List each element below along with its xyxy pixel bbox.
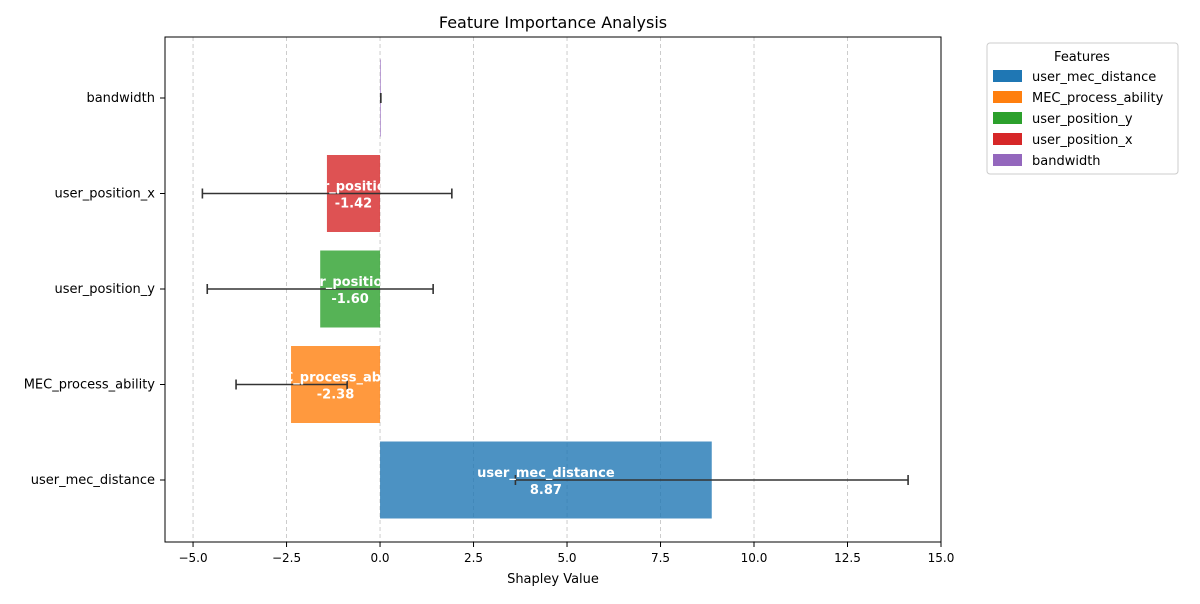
x-tick-label: 12.5 — [834, 551, 861, 565]
x-tick-label: 2.5 — [464, 551, 483, 565]
x-axis: −5.0 −2.5 0.0 2.5 5.0 7.5 10.0 12.5 15.0 — [178, 542, 954, 565]
bar-label-group: user_position_x -1.42 — [297, 180, 411, 212]
x-tick-label: −2.5 — [272, 551, 301, 565]
bar-feature-label: MEC_process_ability — [262, 371, 410, 386]
legend-entry-label: user_position_y — [1032, 112, 1133, 127]
bar-feature-label: user_mec_distance — [477, 466, 615, 481]
bar-value-label: 8.87 — [530, 483, 562, 498]
legend-entry-label: user_position_x — [1032, 133, 1133, 148]
bar-label-group: MEC_process_ability -2.38 — [262, 371, 410, 403]
bar-value-label: -1.42 — [335, 197, 372, 212]
legend-entry-label: MEC_process_ability — [1032, 91, 1164, 106]
legend-swatch — [993, 91, 1022, 103]
legend-entry-label: user_mec_distance — [1032, 70, 1156, 85]
legend-swatch — [993, 70, 1022, 82]
x-tick-label: 15.0 — [928, 551, 955, 565]
bar-labels-layer: user_mec_distance 8.87 MEC_process_ability… — [262, 180, 615, 499]
bar-value-label: -1.60 — [331, 292, 368, 307]
bar-label-group: user_position_y -1.60 — [294, 275, 408, 307]
x-tick-label: 7.5 — [651, 551, 670, 565]
chart-title: Feature Importance Analysis — [439, 13, 667, 32]
legend-swatch — [993, 154, 1022, 166]
y-tick-label: user_mec_distance — [31, 473, 155, 488]
legend-swatch — [993, 133, 1022, 145]
x-tick-label: −5.0 — [178, 551, 207, 565]
x-tick-label: 0.0 — [370, 551, 389, 565]
legend: Features user_mec_distance MEC_process_ab… — [986, 42, 1179, 175]
legend-swatch — [993, 112, 1022, 124]
legend-entry-label: bandwidth — [1032, 154, 1101, 169]
y-tick-label: bandwidth — [86, 91, 155, 106]
x-tick-label: 5.0 — [557, 551, 576, 565]
bar-feature-label: user_position_y — [294, 275, 408, 290]
y-tick-label: user_position_y — [54, 282, 155, 297]
bar-value-label: -2.38 — [317, 388, 354, 403]
legend-frame — [986, 42, 1179, 175]
bar-label-group: user_mec_distance 8.87 — [477, 466, 615, 498]
x-axis-label: Shapley Value — [507, 572, 599, 587]
y-tick-label: user_position_x — [54, 187, 155, 202]
legend-title: Features — [1054, 50, 1110, 65]
y-tick-label: MEC_process_ability — [24, 378, 156, 393]
y-axis: user_mec_distance MEC_process_ability user… — [24, 91, 165, 488]
legend-entries: user_mec_distance MEC_process_abilityuser… — [993, 70, 1164, 169]
x-tick-label: 10.0 — [741, 551, 768, 565]
bar-feature-label: user_position_x — [297, 180, 411, 195]
error-bars-layer — [201, 93, 909, 485]
